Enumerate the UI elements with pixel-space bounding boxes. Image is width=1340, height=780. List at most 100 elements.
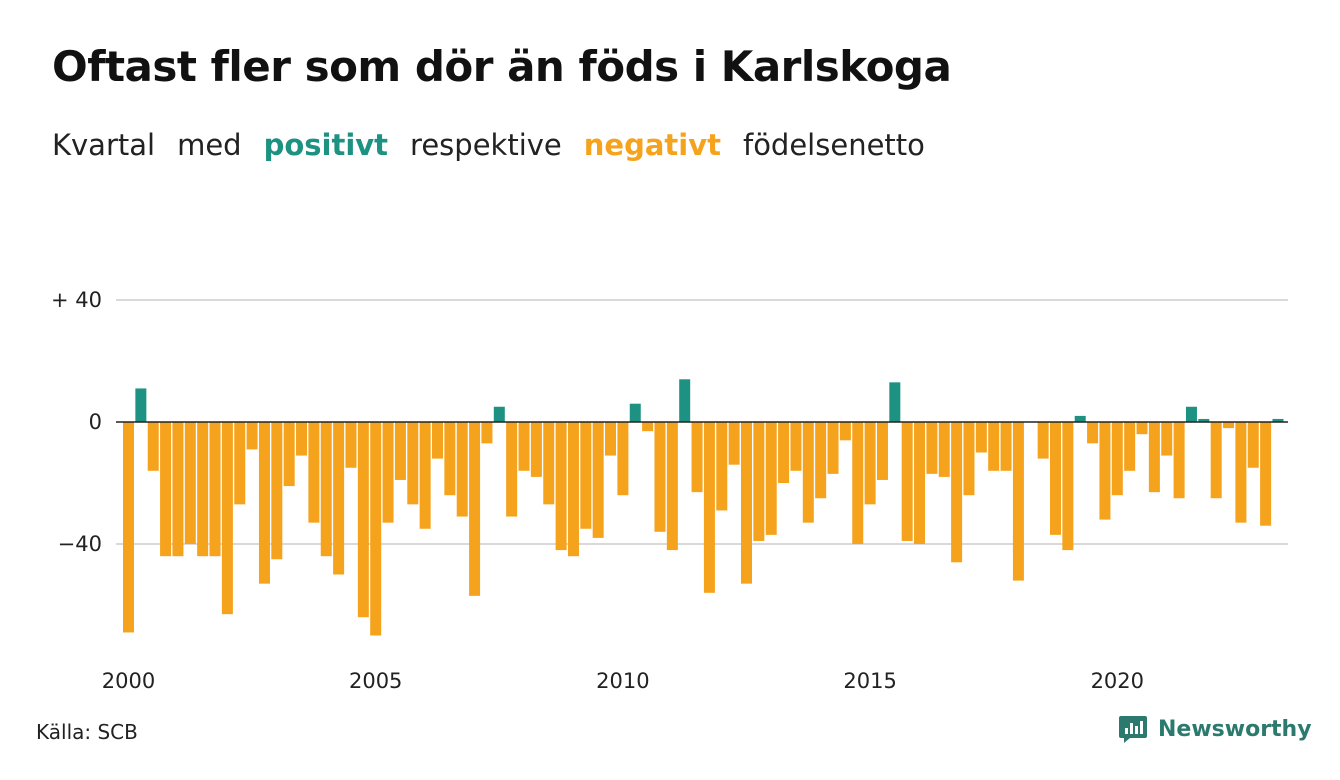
bar [642, 422, 654, 432]
bar [345, 422, 357, 468]
bar [716, 422, 728, 511]
bar [543, 422, 555, 505]
bar [1148, 422, 1160, 493]
bar [926, 422, 938, 474]
subtitle-word-birth-net: födelsenetto [742, 128, 925, 162]
bar [617, 422, 629, 496]
x-tick-label: 2005 [349, 669, 402, 693]
bar [567, 422, 579, 557]
bar [963, 422, 975, 496]
bar [419, 422, 431, 529]
bar [852, 422, 864, 544]
bar [432, 422, 443, 459]
bar [1062, 422, 1074, 551]
bar [493, 406, 505, 422]
bar [518, 422, 530, 471]
bar [703, 422, 715, 593]
bar [160, 422, 172, 557]
bar [741, 422, 752, 584]
bar [1099, 422, 1111, 520]
bar [123, 422, 134, 633]
bar [1124, 422, 1136, 471]
bar [147, 422, 159, 471]
bar [296, 422, 308, 456]
bar [184, 422, 196, 544]
y-tick-label: 0 [89, 410, 102, 434]
x-tick-label: 2000 [102, 669, 155, 693]
bar [506, 422, 518, 517]
bar [728, 422, 740, 465]
bar [592, 422, 604, 538]
bar [1185, 406, 1197, 422]
bar [827, 422, 839, 474]
bar [753, 422, 765, 541]
bar [1037, 422, 1049, 459]
bar [1074, 415, 1086, 422]
bar [790, 422, 802, 471]
y-tick-label: + 40 [51, 288, 102, 312]
bar [580, 422, 592, 529]
bar [1050, 422, 1061, 535]
bar [629, 403, 641, 422]
bar [901, 422, 913, 541]
bar [975, 422, 987, 453]
subtitle-word-quarter: Kvartal [52, 128, 156, 162]
bar [555, 422, 567, 551]
bar [839, 422, 851, 441]
bar [765, 422, 777, 535]
bar [271, 422, 283, 560]
bar [221, 422, 233, 615]
bar [1173, 422, 1185, 499]
bar [394, 422, 406, 480]
bar [308, 422, 320, 523]
bar [258, 422, 270, 584]
bar [691, 422, 703, 493]
bar [951, 422, 963, 563]
x-tick-label: 2015 [843, 669, 896, 693]
bar [382, 422, 394, 523]
bar [456, 422, 468, 517]
subtitle-positive-label: positivt [263, 128, 389, 162]
brand-logo[interactable]: Newsworthy [1118, 714, 1312, 744]
subtitle-negative-label: negativt [583, 128, 721, 162]
bar [283, 422, 295, 487]
bar [1272, 418, 1284, 422]
bar [357, 422, 369, 618]
bar [1260, 422, 1272, 526]
bar [1136, 422, 1148, 435]
bar [938, 422, 950, 477]
bar [1210, 422, 1222, 499]
bar [135, 388, 147, 422]
bar [679, 379, 691, 422]
bar [530, 422, 542, 477]
bar [172, 422, 184, 557]
bar [864, 422, 876, 505]
source-label: Källa: SCB [36, 720, 138, 744]
bar [988, 422, 1000, 471]
bar [815, 422, 827, 499]
bar [481, 422, 493, 444]
bar [666, 422, 678, 551]
bar [802, 422, 814, 523]
bar [234, 422, 246, 505]
bar [370, 422, 382, 636]
bar [876, 422, 888, 480]
bar [1235, 422, 1247, 523]
bar [333, 422, 345, 575]
bar [1198, 418, 1210, 422]
bar [197, 422, 209, 557]
bar [320, 422, 332, 557]
bar [778, 422, 790, 483]
bar [914, 422, 926, 544]
x-tick-label: 2020 [1091, 669, 1144, 693]
bar [209, 422, 221, 557]
bar [1247, 422, 1259, 468]
bar [469, 422, 481, 596]
bar [246, 422, 258, 450]
bar [1000, 422, 1012, 471]
chart-title: Oftast fler som dör än föds i Karlskoga [52, 42, 952, 91]
bar [1087, 422, 1099, 444]
bar [889, 382, 901, 422]
subtitle-word-respectively: respektive [410, 128, 562, 162]
